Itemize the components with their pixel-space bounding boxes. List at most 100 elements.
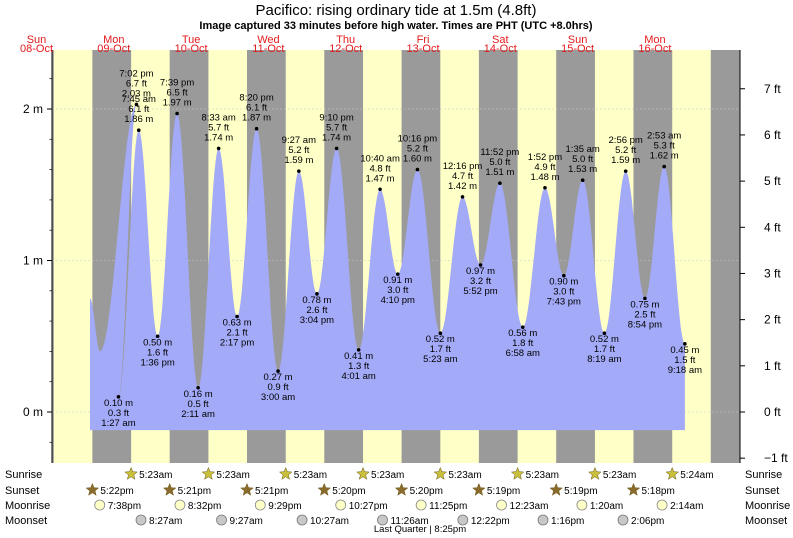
tide-label: 5.2 ft <box>407 144 428 155</box>
row-label-right: Moonrise <box>745 500 790 512</box>
day-weekday: Sat <box>492 34 509 46</box>
row-label-right: Sunrise <box>745 469 782 481</box>
tide-label: 3.0 ft <box>387 285 408 296</box>
tide-point-low: 0.52 m1.7 ft8:19 am <box>587 331 622 365</box>
tide-label: 1.86 m <box>124 114 153 125</box>
tide-point-low: 0.41 m1.3 ft4:01 am <box>341 348 376 382</box>
sunrise-icon <box>201 466 216 480</box>
tide-marker <box>356 348 361 352</box>
tide-label: 10:16 pm <box>398 134 438 145</box>
tide-marker <box>254 126 259 131</box>
tide-label: 5.3 ft <box>654 141 675 152</box>
sunrise-icon <box>510 466 525 480</box>
tide-label: 8:33 am <box>201 112 235 123</box>
tide-label: 1.42 m <box>448 181 477 192</box>
day-date: 14-Oct <box>484 43 517 55</box>
day-date: 15-Oct <box>561 43 594 55</box>
tide-marker <box>235 314 239 319</box>
tide-point-high: 2:53 am5.3 ft1.62 m <box>647 131 681 169</box>
tide-label: 7:39 pm <box>160 78 194 89</box>
tide-label: 0.91 m <box>383 275 412 286</box>
sunset-icon <box>549 482 564 496</box>
moonrise-time: 9:29pm <box>268 501 301 512</box>
tide-label: 1.59 m <box>284 155 313 166</box>
tide-label: 3:00 am <box>261 392 295 403</box>
tide-label: 9:18 am <box>668 365 702 376</box>
sunset-icon <box>626 482 641 496</box>
tide-marker <box>297 169 301 173</box>
tide-marker <box>562 273 566 278</box>
moon-phase-label: Last Quarter | 8:25pm <box>374 524 466 535</box>
tide-point-high: 9:10 pm5.7 ft1.74 m <box>319 112 354 151</box>
moonrise-icon <box>496 499 507 511</box>
tide-marker <box>662 164 666 169</box>
day-date: 11-Oct <box>252 43 284 55</box>
row-label-left: Sunset <box>5 485 39 497</box>
tide-label: 8:54 pm <box>628 319 662 330</box>
tide-label: 0.3 ft <box>108 408 129 419</box>
tide-label: 1.74 m <box>322 132 351 143</box>
sunset-icon <box>162 482 177 496</box>
tide-marker <box>136 128 141 133</box>
tide-label: 3.2 ft <box>470 276 491 287</box>
chart-title: Pacifico: rising ordinary tide at 1.5m (… <box>256 2 537 19</box>
tide-label: 0.50 m <box>143 337 172 348</box>
tide-label: 0.63 m <box>223 318 252 329</box>
tide-point-low: 0.10 m0.3 ft1:27 am <box>101 395 136 429</box>
sunrise-icon <box>356 466 370 480</box>
tide-label: 3.0 ft <box>553 287 574 298</box>
day-date: 16-Oct <box>638 43 671 55</box>
sunrise-icon <box>433 466 448 480</box>
tide-label: 6.1 ft <box>128 104 149 115</box>
right-tick-label: 5 ft <box>764 174 781 188</box>
tide-marker <box>134 102 139 107</box>
tide-label: 5.7 ft <box>326 122 347 133</box>
moonset-time: 1:16pm <box>551 516 584 527</box>
tide-label: 1.7 ft <box>430 344 451 355</box>
row-label-right: Sunset <box>745 485 779 497</box>
right-tick-label: 3 ft <box>764 266 781 280</box>
day-weekday: Thu <box>336 34 355 46</box>
tide-label: 5.2 ft <box>288 145 309 156</box>
moonset-icon <box>216 514 227 526</box>
moonset-icon <box>617 514 629 526</box>
tide-label: 6.1 ft <box>246 103 267 114</box>
tide-label: 0.75 m <box>630 299 659 310</box>
left-tick-label: 2 m <box>23 102 43 116</box>
day-labels: Sun08-OctMon09-OctTue10-OctWed11-OctThu1… <box>20 34 671 55</box>
moonset-time: 11:26am <box>391 516 429 527</box>
tide-marker <box>196 385 200 390</box>
tide-point-low: 0.56 m1.8 ft6:58 am <box>506 325 540 359</box>
tide-points: 7:02 pm6.7 ft2.03 m 0.10 m0.3 ft1:27 am 7:… <box>101 68 702 428</box>
tide-label: 9:27 am <box>282 135 316 146</box>
sunrise-time: 5:23am <box>526 470 559 481</box>
sunset-time: 5:19pm <box>487 486 520 497</box>
tide-label: 4:01 am <box>341 371 375 382</box>
tide-label: 5:23 am <box>423 354 457 365</box>
row-label-right: Moonset <box>745 515 787 527</box>
tide-label: 0.78 m <box>302 295 331 306</box>
tide-marker <box>276 369 280 373</box>
tide-label: 1.74 m <box>204 132 233 143</box>
tide-label: 2.5 ft <box>634 309 655 320</box>
sunrise-time: 5:23am <box>371 470 404 481</box>
tide-label: 0.5 ft <box>188 399 209 410</box>
tide-point-high: 9:27 am5.2 ft1.59 m <box>282 135 316 173</box>
tide-point-high: 8:33 am5.7 ft1.74 m <box>201 112 236 151</box>
left-tick-label: 1 m <box>23 254 43 268</box>
tide-point-high: 1:35 am5.0 ft1.53 m <box>566 144 600 183</box>
sunset-time: 5:18pm <box>641 486 674 497</box>
tide-label: 1.97 m <box>163 98 192 109</box>
right-tick-label: 2 ft <box>764 313 781 327</box>
right-tick-label: −1 ft <box>764 451 788 465</box>
moonset-time: 2:06pm <box>631 516 664 527</box>
tide-point-high: 1:52 pm4.9 ft1.48 m <box>528 152 562 190</box>
tide-marker <box>315 292 319 296</box>
tide-label: 0.52 m <box>426 334 455 345</box>
moonset-time: 9:27am <box>230 516 263 527</box>
moonrise-icon <box>415 499 427 511</box>
day-date: 09-Oct <box>97 43 130 55</box>
tide-point-low: 0.45 m1.5 ft9:18 am <box>668 342 702 376</box>
day-weekday: Tue <box>182 34 201 46</box>
